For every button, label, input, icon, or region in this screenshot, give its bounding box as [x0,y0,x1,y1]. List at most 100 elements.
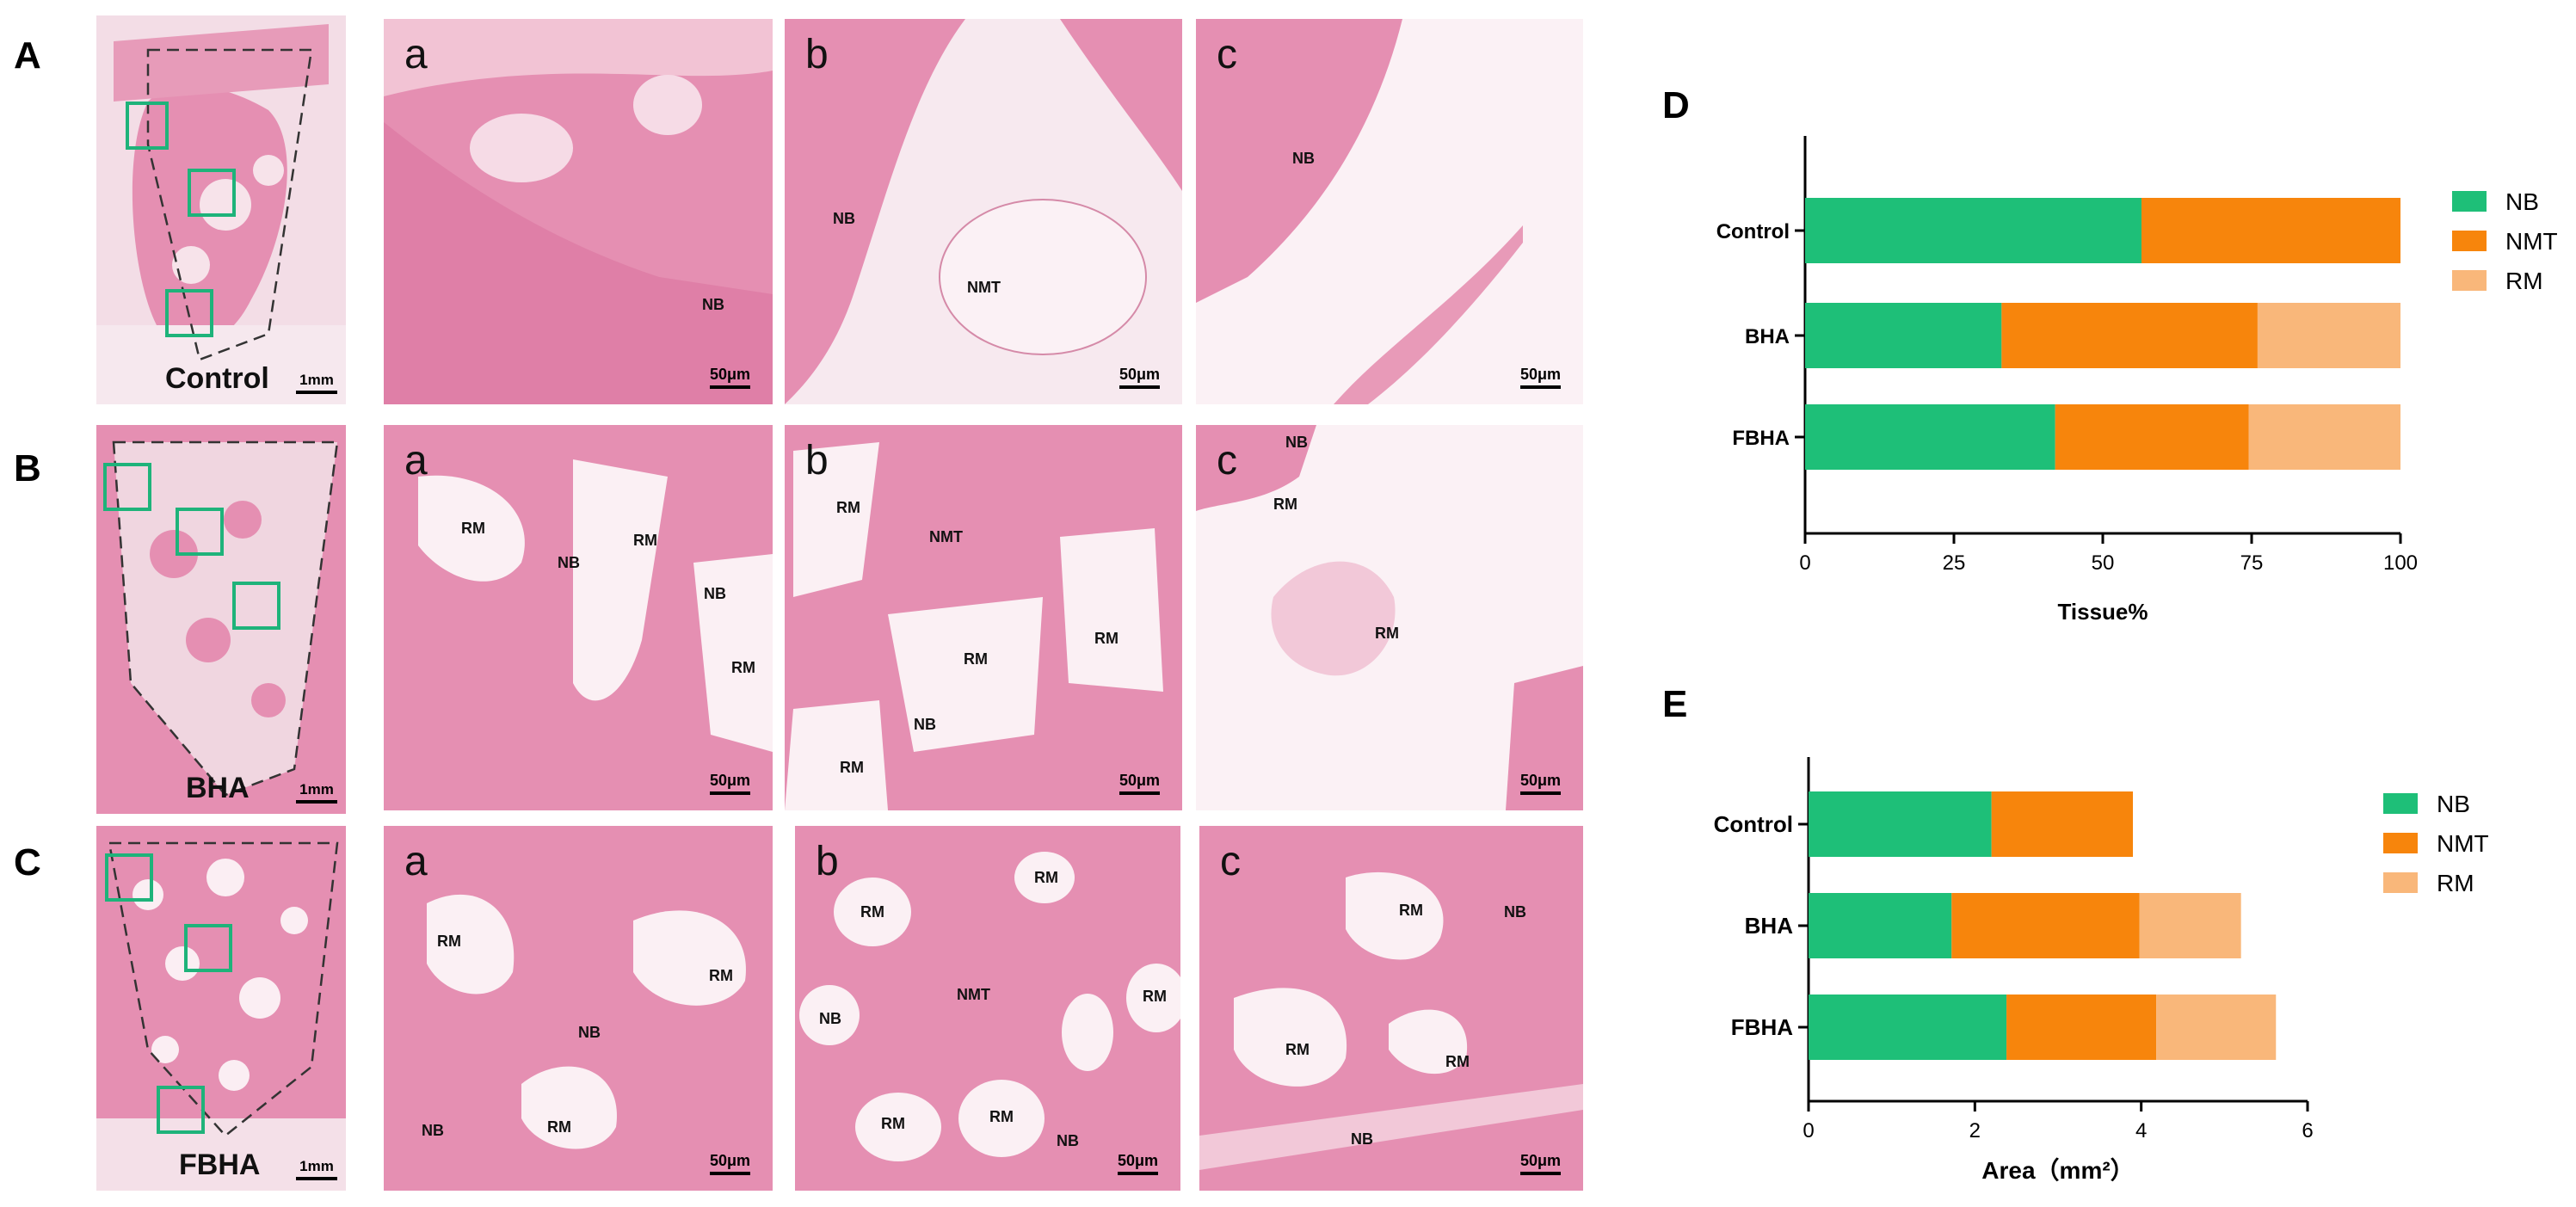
bar-segment-nmt [2006,995,2157,1060]
tissue-label-nb: NB [1351,1130,1373,1148]
x-tick-label: 50 [2092,551,2115,575]
tissue-label-nb: NB [704,585,726,602]
tissue-label-nb: NB [1057,1132,1079,1149]
scale-bar: 50μm [1117,1152,1158,1175]
bar-segment-nb [1805,404,2055,470]
chart-panel-letter: E [1662,683,1688,725]
micrograph-fbha-b: b RM RM NMT NB RM RM RM NB 50μm [795,826,1180,1191]
bar-segment-nmt [2055,404,2249,470]
overview-caption: FBHA [179,1148,261,1181]
x-tick-label: 100 [2383,551,2418,575]
tissue-label-rm: RM [881,1115,905,1132]
tissue-label-rm: RM [731,659,755,676]
legend-label: NMT [2505,228,2558,255]
row-label-a: A [14,34,41,77]
histology-overview-texture [96,425,346,814]
stacked-bar-chart-area: 0 2 4 6 Area（mm²） Control BHA FBHA NB NMT RM [1695,740,2564,1196]
tissue-label-nb: NB [1504,903,1526,921]
tissue-label-rm: RM [709,967,733,984]
category-label: FBHA [1731,1014,1793,1040]
scale-bar: 50μm [1519,1152,1561,1175]
tissue-label-nb: NB [914,716,936,733]
tissue-label-rm: RM [547,1118,571,1136]
histology-texture [384,19,773,404]
legend-label: RM [2505,268,2543,294]
overview-caption: Control [165,362,269,395]
x-tick-label: 75 [2240,551,2264,575]
micrograph-control-c: c NB 50μm [1196,19,1583,404]
bar-segment-nb [1809,995,2007,1060]
bar-segment-rm [2257,303,2400,368]
micrograph-control-a: a NB 50μm [384,19,773,404]
panel-sub-label: c [1217,438,1237,483]
tissue-label-nb: NB [1292,150,1315,167]
scale-bar: 1mm [296,372,337,394]
panel-sub-label: a [404,32,428,77]
tissue-label-rm: RM [840,759,864,776]
tissue-label-rm: RM [860,903,884,921]
tissue-label-rm: RM [1273,496,1297,513]
bar-segment-nb [1809,893,1952,958]
histology-texture [785,19,1182,404]
bar-segment-rm [2248,404,2400,470]
bar-segment-rm [2139,893,2241,958]
x-tick-label: 4 [2135,1119,2147,1142]
micrograph-bha-c: c NB RM RM 50μm [1196,425,1583,810]
panel-sub-label: c [1217,32,1237,77]
tissue-label-rm: RM [1094,630,1119,647]
panel-sub-label: b [816,839,839,884]
tissue-label-rm: RM [437,933,461,950]
category-label: BHA [1745,913,1794,939]
panel-sub-label: b [805,438,829,483]
roi-box [232,582,280,630]
category-label: Control [1714,811,1793,837]
bar-segment-nmt [1991,791,2133,857]
scale-bar: 50μm [1119,366,1160,389]
scale-bar: 50μm [1119,772,1160,795]
bar-segment-nb [1805,198,2142,263]
tissue-label-rm: RM [989,1108,1014,1125]
panel-sub-label: a [404,839,428,884]
roi-box [188,169,236,217]
category-label: FBHA [1732,427,1790,450]
tissue-label-nb: NB [422,1122,444,1139]
tissue-label-rm: RM [1399,902,1423,919]
micrograph-bha-a: a RM NB RM NB RM 50μm [384,425,773,810]
tissue-label-nb: NB [833,210,855,227]
x-tick-label: 0 [1803,1119,1814,1142]
micrograph-bha-b: b RM NMT RM RM NB RM 50μm [785,425,1182,810]
category-label: Control [1716,220,1790,243]
legend-swatch-rm [2452,270,2487,291]
micrograph-control-b: b NB NMT 50μm [785,19,1182,404]
histology-texture [1199,826,1583,1191]
legend-label: NMT [2437,830,2489,857]
category-label: BHA [1745,325,1790,348]
histology-overview-texture [96,826,346,1191]
scale-bar: 50μm [1519,772,1561,795]
tissue-label-nb: NB [1285,434,1308,451]
tissue-label-rm: RM [461,520,485,537]
histology-texture [1196,19,1583,404]
micrograph-fbha-a: a RM RM NB NB RM 50μm [384,826,773,1191]
histology-texture [785,425,1182,810]
row-label-b: B [14,447,41,490]
scale-bar: 50μm [1519,366,1561,389]
micrograph-fbha-c: c RM NB RM RM NB 50μm [1199,826,1583,1191]
roi-box [105,853,153,902]
x-tick-label: 0 [1799,551,1810,575]
bar-segment-nb [1805,303,2002,368]
tissue-label-rm: RM [1143,988,1167,1005]
tissue-label-nmt: NMT [957,986,990,1003]
roi-box [157,1086,205,1134]
scale-bar: 1mm [296,1158,337,1180]
tissue-label-nb: NB [558,554,580,571]
tissue-label-rm: RM [1285,1041,1310,1058]
histology-texture [795,826,1180,1191]
histology-texture [384,826,773,1191]
chart-svg: 0 25 50 75 100 Tissue% Control BHA FBHA NB NMT RM [1716,136,2558,625]
panel-sub-label: a [404,438,428,483]
overview-image-control: Control 1mm [96,15,346,404]
roi-box [184,924,232,972]
legend-swatch-nb [2452,191,2487,212]
overview-image-fbha: FBHA 1mm [96,826,346,1191]
